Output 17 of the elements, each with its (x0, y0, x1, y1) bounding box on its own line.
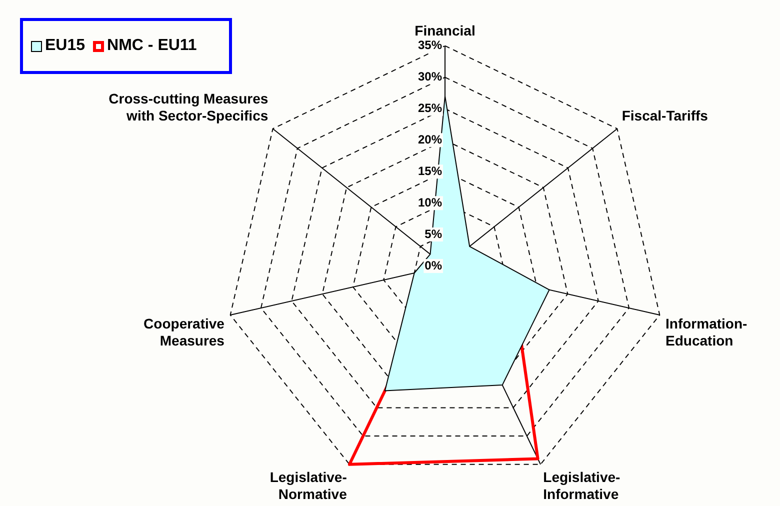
y-tick-label: 15% (418, 164, 442, 178)
spoke-label: Information-Education (666, 316, 748, 348)
legend-label: NMC - EU11 (107, 37, 197, 55)
y-tick-label: 10% (418, 195, 442, 210)
y-tick-label: 0% (424, 258, 442, 272)
spoke-label: Cross-cutting Measures with Sector-Specifics (108, 90, 268, 124)
y-tick-label: 20% (418, 132, 442, 146)
legend-label: EU15 (45, 37, 86, 55)
spoke-label: Cooperative Measures (144, 316, 225, 348)
spoke-label: Legislative-Informative (543, 469, 621, 502)
spoke-label: Financial (414, 22, 476, 38)
y-tick-label: 30% (418, 70, 442, 84)
y-tick-label: 5% (424, 226, 442, 241)
spoke-label: Legislative-Normative (270, 469, 348, 502)
y-tick-label: 25% (418, 101, 442, 116)
spoke-label: Fiscal-Tariffs (622, 107, 708, 124)
y-tick-label: 35% (418, 38, 442, 52)
